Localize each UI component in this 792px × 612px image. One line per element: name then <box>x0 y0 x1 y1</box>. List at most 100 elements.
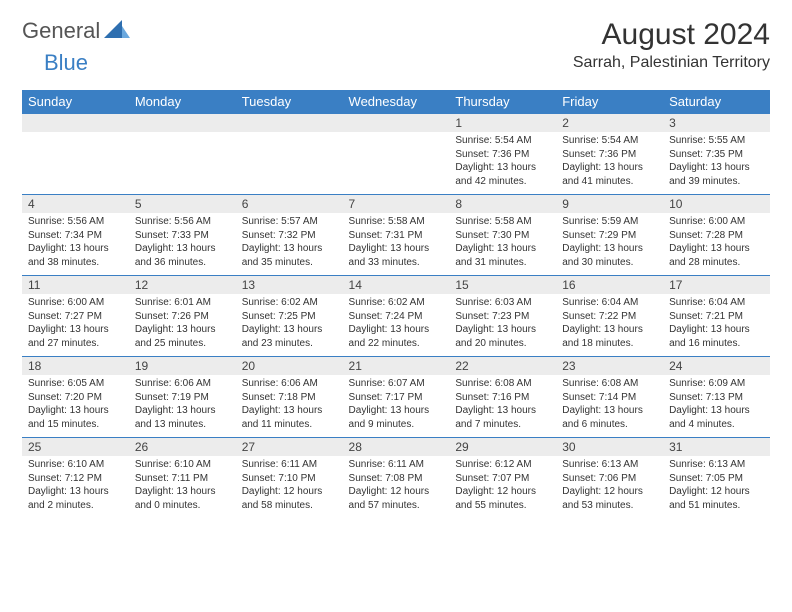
day-details <box>129 132 236 190</box>
day-details: Sunrise: 6:05 AMSunset: 7:20 PMDaylight:… <box>22 375 129 437</box>
day-number: 30 <box>556 438 663 456</box>
day-number: 14 <box>343 276 450 294</box>
day-details: Sunrise: 6:13 AMSunset: 7:05 PMDaylight:… <box>663 456 770 518</box>
brand-mark-icon <box>104 20 130 43</box>
day-details <box>343 132 450 190</box>
day-details: Sunrise: 6:11 AMSunset: 7:10 PMDaylight:… <box>236 456 343 518</box>
day-number: 17 <box>663 276 770 294</box>
day-details: Sunrise: 6:02 AMSunset: 7:24 PMDaylight:… <box>343 294 450 356</box>
day-number: 27 <box>236 438 343 456</box>
day-cell: 28Sunrise: 6:11 AMSunset: 7:08 PMDayligh… <box>343 438 450 519</box>
day-details: Sunrise: 6:10 AMSunset: 7:12 PMDaylight:… <box>22 456 129 518</box>
day-number: 29 <box>449 438 556 456</box>
calendar-body: 1Sunrise: 5:54 AMSunset: 7:36 PMDaylight… <box>22 114 770 519</box>
day-cell: 16Sunrise: 6:04 AMSunset: 7:22 PMDayligh… <box>556 276 663 357</box>
day-number: 1 <box>449 114 556 132</box>
day-header: Tuesday <box>236 90 343 114</box>
day-header: Sunday <box>22 90 129 114</box>
day-details: Sunrise: 6:00 AMSunset: 7:27 PMDaylight:… <box>22 294 129 356</box>
day-cell: 30Sunrise: 6:13 AMSunset: 7:06 PMDayligh… <box>556 438 663 519</box>
day-cell <box>343 114 450 195</box>
day-cell: 5Sunrise: 5:56 AMSunset: 7:33 PMDaylight… <box>129 195 236 276</box>
location-text: Sarrah, Palestinian Territory <box>573 54 770 72</box>
day-details: Sunrise: 6:11 AMSunset: 7:08 PMDaylight:… <box>343 456 450 518</box>
day-number: 5 <box>129 195 236 213</box>
day-number <box>129 114 236 132</box>
day-header: Saturday <box>663 90 770 114</box>
day-details: Sunrise: 6:10 AMSunset: 7:11 PMDaylight:… <box>129 456 236 518</box>
day-details: Sunrise: 6:04 AMSunset: 7:21 PMDaylight:… <box>663 294 770 356</box>
day-cell: 17Sunrise: 6:04 AMSunset: 7:21 PMDayligh… <box>663 276 770 357</box>
day-details: Sunrise: 6:01 AMSunset: 7:26 PMDaylight:… <box>129 294 236 356</box>
day-cell: 7Sunrise: 5:58 AMSunset: 7:31 PMDaylight… <box>343 195 450 276</box>
day-cell: 27Sunrise: 6:11 AMSunset: 7:10 PMDayligh… <box>236 438 343 519</box>
day-cell <box>236 114 343 195</box>
day-number <box>343 114 450 132</box>
day-number: 3 <box>663 114 770 132</box>
calendar-table: SundayMondayTuesdayWednesdayThursdayFrid… <box>22 90 770 518</box>
day-details: Sunrise: 5:58 AMSunset: 7:31 PMDaylight:… <box>343 213 450 275</box>
day-details: Sunrise: 5:54 AMSunset: 7:36 PMDaylight:… <box>449 132 556 194</box>
brand-part1: General <box>22 18 100 44</box>
day-number: 22 <box>449 357 556 375</box>
day-number: 31 <box>663 438 770 456</box>
day-details <box>236 132 343 190</box>
day-details: Sunrise: 6:07 AMSunset: 7:17 PMDaylight:… <box>343 375 450 437</box>
day-cell: 14Sunrise: 6:02 AMSunset: 7:24 PMDayligh… <box>343 276 450 357</box>
day-cell: 13Sunrise: 6:02 AMSunset: 7:25 PMDayligh… <box>236 276 343 357</box>
day-number: 11 <box>22 276 129 294</box>
day-cell: 10Sunrise: 6:00 AMSunset: 7:28 PMDayligh… <box>663 195 770 276</box>
day-details: Sunrise: 6:06 AMSunset: 7:19 PMDaylight:… <box>129 375 236 437</box>
day-details: Sunrise: 6:02 AMSunset: 7:25 PMDaylight:… <box>236 294 343 356</box>
day-cell: 29Sunrise: 6:12 AMSunset: 7:07 PMDayligh… <box>449 438 556 519</box>
day-header: Thursday <box>449 90 556 114</box>
day-cell: 8Sunrise: 5:58 AMSunset: 7:30 PMDaylight… <box>449 195 556 276</box>
day-number <box>22 114 129 132</box>
day-cell: 1Sunrise: 5:54 AMSunset: 7:36 PMDaylight… <box>449 114 556 195</box>
day-details: Sunrise: 6:09 AMSunset: 7:13 PMDaylight:… <box>663 375 770 437</box>
day-cell: 3Sunrise: 5:55 AMSunset: 7:35 PMDaylight… <box>663 114 770 195</box>
day-number: 21 <box>343 357 450 375</box>
day-details: Sunrise: 5:54 AMSunset: 7:36 PMDaylight:… <box>556 132 663 194</box>
brand-part2: Blue <box>44 50 88 76</box>
day-number: 2 <box>556 114 663 132</box>
day-number: 7 <box>343 195 450 213</box>
day-number: 24 <box>663 357 770 375</box>
day-header: Friday <box>556 90 663 114</box>
day-cell <box>129 114 236 195</box>
day-details: Sunrise: 6:03 AMSunset: 7:23 PMDaylight:… <box>449 294 556 356</box>
day-number: 16 <box>556 276 663 294</box>
day-cell: 15Sunrise: 6:03 AMSunset: 7:23 PMDayligh… <box>449 276 556 357</box>
day-number: 13 <box>236 276 343 294</box>
day-cell: 4Sunrise: 5:56 AMSunset: 7:34 PMDaylight… <box>22 195 129 276</box>
day-details: Sunrise: 5:56 AMSunset: 7:34 PMDaylight:… <box>22 213 129 275</box>
day-number: 12 <box>129 276 236 294</box>
day-number: 25 <box>22 438 129 456</box>
day-details: Sunrise: 6:00 AMSunset: 7:28 PMDaylight:… <box>663 213 770 275</box>
day-number <box>236 114 343 132</box>
day-number: 4 <box>22 195 129 213</box>
day-cell: 6Sunrise: 5:57 AMSunset: 7:32 PMDaylight… <box>236 195 343 276</box>
day-number: 19 <box>129 357 236 375</box>
day-cell: 18Sunrise: 6:05 AMSunset: 7:20 PMDayligh… <box>22 357 129 438</box>
day-number: 26 <box>129 438 236 456</box>
day-cell <box>22 114 129 195</box>
day-number: 20 <box>236 357 343 375</box>
day-details: Sunrise: 6:06 AMSunset: 7:18 PMDaylight:… <box>236 375 343 437</box>
day-cell: 21Sunrise: 6:07 AMSunset: 7:17 PMDayligh… <box>343 357 450 438</box>
day-details: Sunrise: 6:13 AMSunset: 7:06 PMDaylight:… <box>556 456 663 518</box>
day-cell: 22Sunrise: 6:08 AMSunset: 7:16 PMDayligh… <box>449 357 556 438</box>
day-details: Sunrise: 6:08 AMSunset: 7:16 PMDaylight:… <box>449 375 556 437</box>
day-cell: 20Sunrise: 6:06 AMSunset: 7:18 PMDayligh… <box>236 357 343 438</box>
day-number: 15 <box>449 276 556 294</box>
day-details: Sunrise: 5:56 AMSunset: 7:33 PMDaylight:… <box>129 213 236 275</box>
day-number: 18 <box>22 357 129 375</box>
day-details: Sunrise: 6:12 AMSunset: 7:07 PMDaylight:… <box>449 456 556 518</box>
day-cell: 25Sunrise: 6:10 AMSunset: 7:12 PMDayligh… <box>22 438 129 519</box>
day-cell: 2Sunrise: 5:54 AMSunset: 7:36 PMDaylight… <box>556 114 663 195</box>
day-details: Sunrise: 5:57 AMSunset: 7:32 PMDaylight:… <box>236 213 343 275</box>
day-number: 9 <box>556 195 663 213</box>
day-header: Monday <box>129 90 236 114</box>
day-details: Sunrise: 5:58 AMSunset: 7:30 PMDaylight:… <box>449 213 556 275</box>
day-cell: 11Sunrise: 6:00 AMSunset: 7:27 PMDayligh… <box>22 276 129 357</box>
